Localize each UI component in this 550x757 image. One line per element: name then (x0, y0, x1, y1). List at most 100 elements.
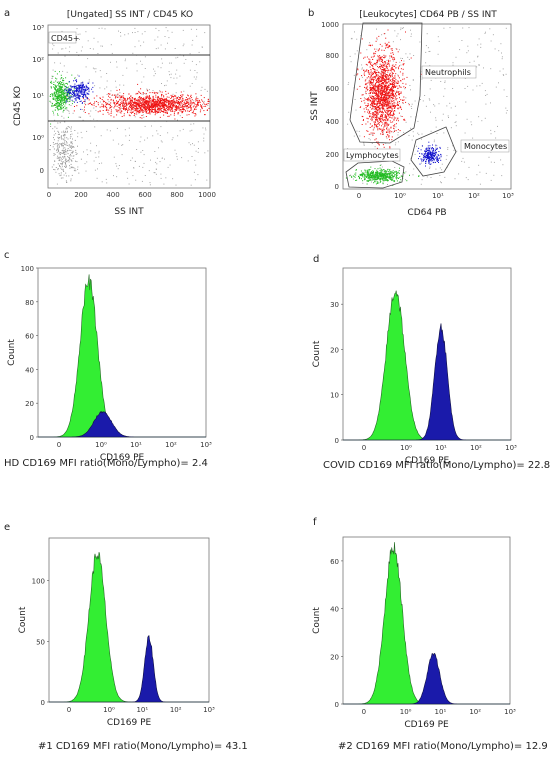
neutrophil-dot (383, 129, 385, 131)
neutrophil-dot (388, 46, 390, 48)
neutrophil-dot (371, 88, 373, 90)
monocyte-dot (81, 84, 83, 86)
neutrophil-dot (144, 102, 146, 103)
neutrophil-dot (153, 99, 155, 101)
lymphocyte-dot (73, 88, 75, 90)
neutrophil-dot (378, 92, 379, 94)
background-dot (154, 172, 156, 174)
neutrophil-dot (397, 101, 399, 103)
neutrophil-dot (123, 107, 125, 109)
neutrophil-dot (399, 97, 400, 99)
neutrophil-dot (109, 93, 111, 95)
monocyte-dot (73, 90, 75, 92)
neutrophil-dot (394, 92, 396, 94)
neutrophil-dot (373, 97, 375, 99)
neutrophil-dot (374, 87, 376, 89)
lymphocyte-dot (384, 179, 386, 181)
neutrophil-dot (123, 115, 125, 117)
lymphocyte-dot (71, 103, 73, 105)
neutrophil-dot (125, 102, 127, 104)
monocyte-dot (80, 100, 82, 102)
neutrophil-dot (191, 97, 193, 99)
monocyte-dot (85, 89, 87, 91)
neutrophil-dot (167, 92, 169, 94)
neutrophil-dot (369, 85, 371, 87)
neutrophil-dot (380, 104, 382, 106)
background-dot (64, 55, 66, 57)
monocyte-dot (425, 162, 427, 164)
neutrophil-dot (389, 113, 391, 115)
neutrophil-dot (394, 85, 396, 87)
monocyte-dot (81, 85, 83, 87)
neutrophil-dot (381, 58, 383, 60)
neutrophil-dot (390, 96, 392, 98)
monocyte-dot (433, 153, 435, 155)
neutrophil-dot (373, 69, 375, 70)
neutrophil-dot (139, 101, 141, 103)
neutrophil-dot (165, 104, 167, 106)
lymphocyte-dot (63, 90, 65, 92)
neutrophil-dot (379, 76, 381, 78)
background-dot (485, 103, 487, 105)
neutrophil-dot (391, 79, 393, 80)
monocyte-dot (77, 96, 79, 98)
lymphocyte-dot (60, 95, 62, 97)
debris-dot (74, 139, 76, 141)
background-dot (155, 161, 157, 163)
background-dot (403, 131, 405, 133)
background-dot (142, 114, 144, 116)
neutrophil-dot (384, 63, 386, 65)
neutrophil-dot (160, 109, 162, 111)
background-dot (200, 89, 202, 91)
debris-dot (69, 165, 70, 167)
neutrophil-dot (371, 78, 373, 80)
monocyte-dot (76, 90, 77, 92)
neutrophil-dot (383, 84, 385, 86)
background-dot (96, 145, 97, 147)
background-dot (348, 111, 350, 113)
debris-dot (65, 161, 67, 163)
background-dot (82, 119, 84, 121)
neutrophil-dot (365, 83, 367, 85)
background-dot (384, 33, 386, 35)
neutrophil-dot (150, 100, 152, 102)
neutrophil-dot (160, 98, 162, 100)
debris-dot (59, 156, 61, 158)
neutrophil-dot (403, 119, 405, 121)
background-dot (176, 156, 178, 158)
neutrophil-dot (132, 103, 134, 105)
neutrophil-dot (371, 120, 373, 122)
neutrophil-dot (379, 84, 381, 86)
background-dot (505, 73, 507, 75)
neutrophil-dot (160, 100, 161, 102)
debris-dot (61, 131, 63, 133)
background-dot (369, 139, 371, 141)
neutrophil-dot (183, 102, 185, 104)
neutrophil-dot (379, 93, 381, 95)
neutrophil-dot (381, 103, 383, 105)
background-dot (480, 43, 482, 45)
neutrophil-dot (389, 101, 391, 103)
neutrophil-dot (97, 111, 99, 113)
monocyte-dot (79, 92, 81, 94)
background-dot (391, 74, 393, 76)
monocyte-dot (435, 161, 436, 163)
background-dot (68, 110, 70, 112)
neutrophil-dot (376, 110, 378, 112)
neutrophil-dot (133, 109, 135, 111)
neutrophil-dot (371, 126, 373, 128)
debris-dot (60, 167, 62, 169)
lymphocyte-dot (55, 96, 57, 98)
neutrophil-dot (386, 82, 388, 84)
neutrophil-dot (165, 105, 167, 107)
neutrophil-dot (146, 103, 148, 105)
background-dot (350, 61, 352, 63)
neutrophil-dot (385, 122, 387, 124)
neutrophil-dot (188, 103, 189, 105)
neutrophil-dot (383, 89, 385, 91)
monocyte-dot (428, 160, 430, 162)
neutrophil-dot (382, 92, 384, 94)
neutrophil-dot (119, 99, 120, 101)
neutrophil-dot (395, 64, 397, 66)
lymphocyte-dot (68, 100, 70, 102)
